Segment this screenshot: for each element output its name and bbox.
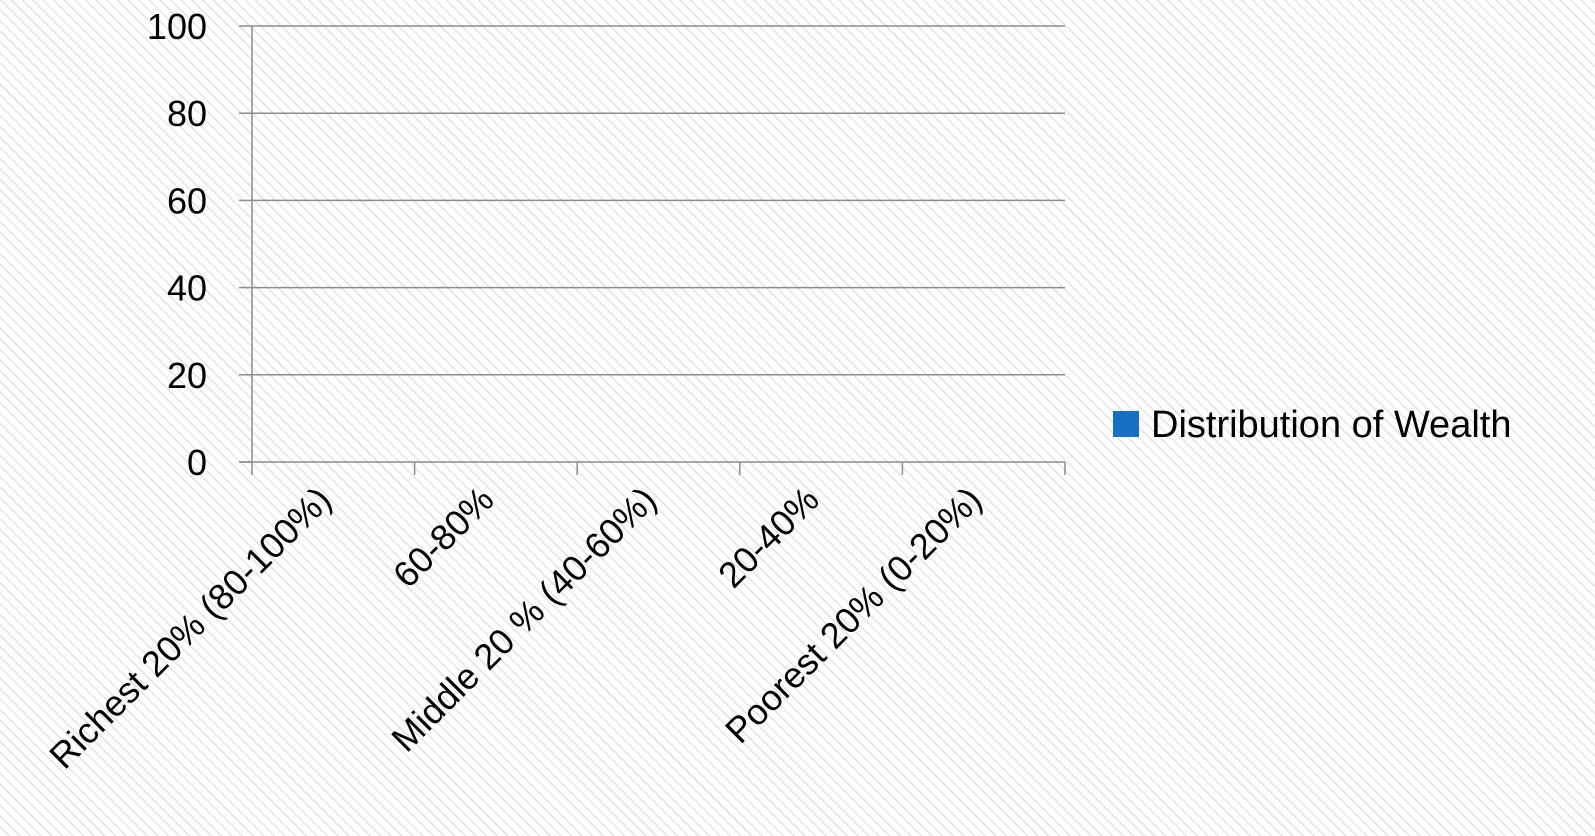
y-tick-label: 40 xyxy=(167,268,207,309)
y-tick-label: 100 xyxy=(147,6,207,47)
axes xyxy=(239,25,1066,475)
y-tick-labels: 0 20 40 60 80 100 xyxy=(147,6,207,483)
y-tick-label: 80 xyxy=(167,93,207,134)
x-tick-labels: Richest 20% (80-100%) 60-80%Middle 20 % (… xyxy=(41,479,989,777)
y-tick-label: 20 xyxy=(167,355,207,396)
y-tick-label: 60 xyxy=(167,180,207,221)
gridlines xyxy=(252,25,1065,376)
x-tick-label: Middle 20 % (40-60%) xyxy=(383,479,664,760)
x-tick-label: 20-40% xyxy=(710,479,827,596)
legend-swatch xyxy=(1113,411,1139,437)
legend-label: Distribution of Wealth xyxy=(1151,404,1511,446)
legend: Distribution of Wealth xyxy=(1113,404,1511,446)
y-tick-label: 0 xyxy=(187,442,207,483)
x-tick-label: 60-80% xyxy=(385,479,502,596)
x-tick-label: Richest 20% (80-100%) xyxy=(41,479,339,777)
